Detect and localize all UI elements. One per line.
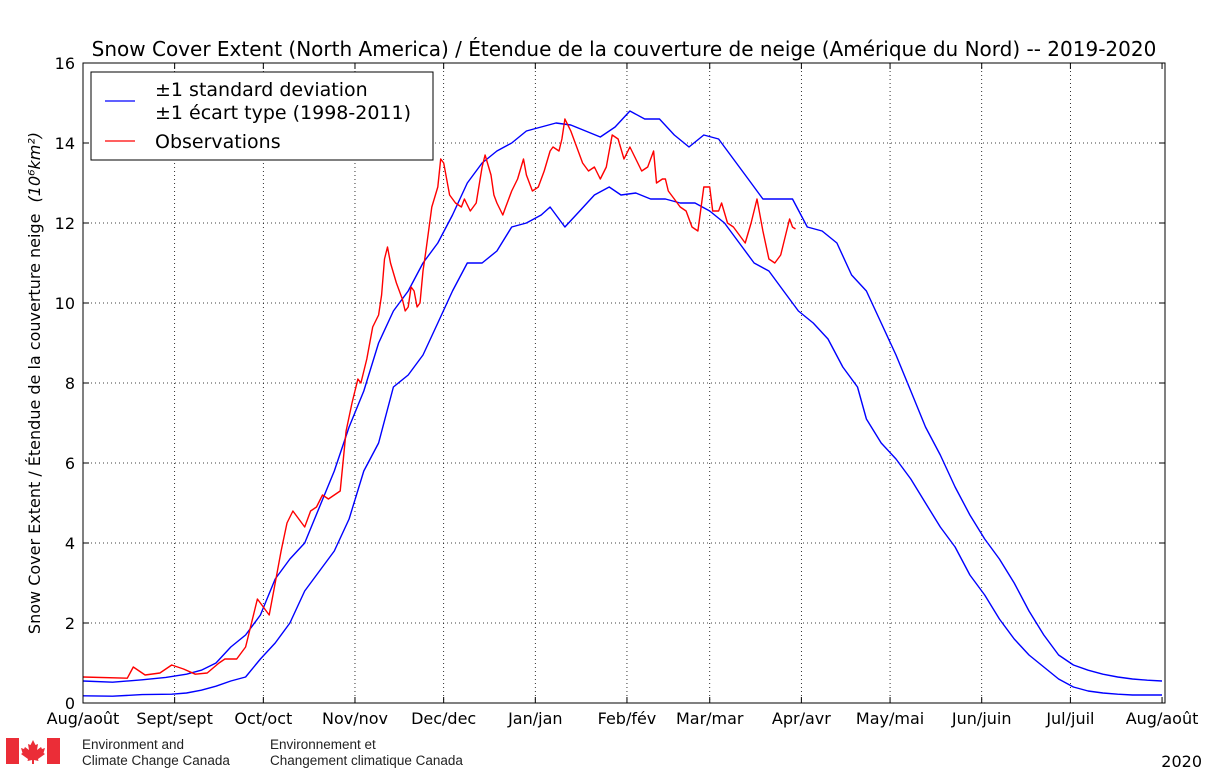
x-tick-label: Feb/fév [598, 709, 657, 728]
org-name-fr-line2: Changement climatique Canada [270, 753, 463, 768]
y-tick-label: 14 [55, 134, 75, 153]
grid [83, 63, 1165, 703]
org-name-en: Environment and Climate Change Canada [82, 737, 230, 769]
org-name-fr-line1: Environnement et [270, 737, 376, 752]
legend-label-obs: Observations [155, 131, 281, 153]
chart-title: Snow Cover Extent (North America) / Éten… [92, 37, 1157, 61]
org-name-en-line2: Climate Change Canada [82, 753, 230, 768]
x-tick-label: Apr/avr [772, 709, 831, 728]
x-tick-label: Dec/dec [411, 709, 476, 728]
legend: ±1 standard deviation ±1 écart type (199… [90, 71, 434, 161]
x-tick-label: Mar/mar [676, 709, 744, 728]
x-tick-label: Jul/juil [1045, 709, 1094, 728]
org-name-fr: Environnement et Changement climatique C… [270, 737, 463, 769]
flag-right-bar [47, 738, 60, 764]
canada-flag-icon [6, 738, 60, 764]
y-axis: 0 2 4 6 8 10 12 14 16 [55, 54, 1165, 713]
series-std-upper-line [82, 110, 1163, 683]
x-tick-label: Oct/oct [234, 709, 292, 728]
x-tick-label: Sept/sept [136, 709, 212, 728]
y-axis-label: Snow Cover Extent / Étendue de la couver… [25, 132, 44, 634]
maple-leaf-icon [21, 740, 45, 764]
legend-box [90, 71, 434, 161]
x-tick-label: Jan/jan [507, 709, 562, 728]
y-tick-label: 8 [65, 374, 75, 393]
y-tick-label: 4 [65, 534, 75, 553]
x-tick-label: Jun/juin [951, 709, 1012, 728]
x-tick-label: May/mai [856, 709, 924, 728]
legend-label-std-1: ±1 standard deviation [155, 79, 368, 101]
y-tick-label: 10 [55, 294, 75, 313]
x-tick-label: Aug/août [1126, 709, 1199, 728]
x-axis: Aug/août Sept/sept Oct/oct Nov/nov Dec/dec Ja… [47, 63, 1199, 728]
legend-label-std-2: ±1 écart type (1998-2011) [155, 102, 411, 124]
x-tick-label: Nov/nov [322, 709, 388, 728]
chart: Snow Cover Extent (North America) / Éten… [25, 37, 1199, 728]
org-name-en-line1: Environment and [82, 737, 185, 752]
series-observations-line [82, 118, 796, 679]
y-axis-label-units: (10⁶km²) [25, 132, 44, 203]
y-tick-label: 12 [55, 214, 75, 233]
y-tick-label: 2 [65, 614, 75, 633]
y-tick-label: 0 [65, 694, 75, 713]
series-group [82, 110, 1163, 697]
y-tick-label: 6 [65, 454, 75, 473]
y-tick-label: 16 [55, 54, 75, 73]
flag-left-bar [6, 738, 19, 764]
x-tick-label: Aug/août [47, 709, 120, 728]
year-label: 2020 [1161, 752, 1202, 771]
y-axis-label-text: Snow Cover Extent / Étendue de la couver… [25, 214, 44, 635]
series-std-lower-line [82, 186, 1162, 697]
